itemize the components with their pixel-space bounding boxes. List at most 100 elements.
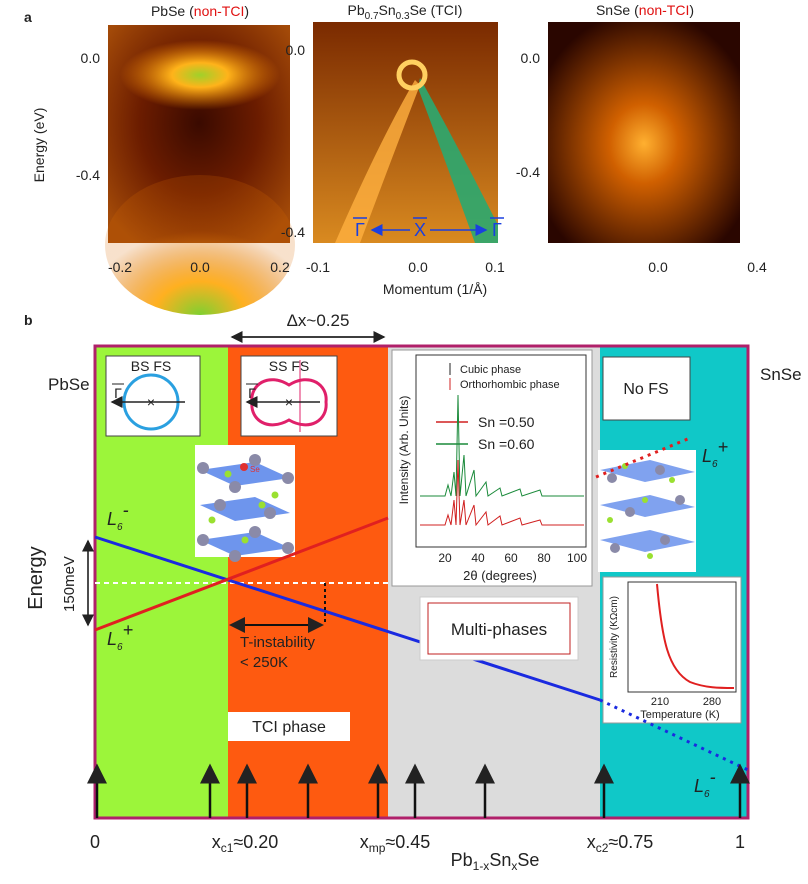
text-part: Sn xyxy=(379,2,396,18)
x-axis-label: Momentum (1/Å) xyxy=(383,281,487,297)
y-tick-label: 0.0 xyxy=(521,50,541,66)
k-point: Γ xyxy=(355,220,365,240)
k-point: Γ xyxy=(492,220,502,240)
energy-scale: 150meV xyxy=(61,556,78,612)
band-label: L6- xyxy=(694,767,716,800)
text-part: L xyxy=(694,776,704,796)
inset-label: BS FS xyxy=(131,358,171,374)
y-tick-label: -0.4 xyxy=(281,224,305,240)
x-tick-label: 0.0 xyxy=(648,259,668,275)
panel-label: a xyxy=(24,9,32,25)
axis-label: Temperature (K) xyxy=(640,709,719,721)
annotation: < 250K xyxy=(240,654,288,671)
band-label: L6+ xyxy=(702,437,728,470)
text-part: 6 xyxy=(117,522,123,533)
text-part: Pb xyxy=(348,2,365,18)
x-tick-label: -0.2 xyxy=(108,259,132,275)
compound-label: SnSe xyxy=(760,365,802,384)
text-part: x xyxy=(587,832,596,852)
x-tick-label: 1 xyxy=(735,832,745,852)
k-point: Γ xyxy=(114,385,122,401)
band-line xyxy=(94,516,389,632)
annotation: T-instability xyxy=(240,634,316,651)
text-part: - xyxy=(123,500,129,520)
tick-label: 20 xyxy=(438,551,452,565)
label-box xyxy=(419,596,579,661)
image-title: PbSe (non-TCI) xyxy=(151,3,249,19)
text-part: x xyxy=(212,832,221,852)
text-part: Se (TCI) xyxy=(410,2,463,18)
text-part: non-TCI xyxy=(639,2,690,18)
center-mark: × xyxy=(147,394,155,410)
x-tick-label: xmp≈0.45 xyxy=(360,832,431,855)
x-tick-label: 0.2 xyxy=(270,259,290,275)
text-part: SnSe ( xyxy=(596,2,639,18)
text-part: 1-x xyxy=(473,859,490,873)
text-part: PbSe ( xyxy=(151,3,194,19)
x-axis-title: Pb1-xSnxSe xyxy=(451,850,540,873)
tick-label: 80 xyxy=(537,551,551,565)
inset xyxy=(602,356,691,421)
axis-label: 2θ (degrees) xyxy=(463,568,537,583)
x-tick-label: xc1≈0.20 xyxy=(212,832,279,855)
x-tick-label: 0.0 xyxy=(190,259,210,275)
text-part: x xyxy=(360,832,369,852)
text-part: Sn xyxy=(489,850,511,870)
band-line xyxy=(94,535,601,702)
x-tick-label: 0.1 xyxy=(485,259,505,275)
x-tick-label: 0.0 xyxy=(408,259,428,275)
band-feature xyxy=(418,78,498,243)
fermi-surface xyxy=(250,378,328,427)
text-part: 6 xyxy=(712,459,718,470)
band-label: L6+ xyxy=(107,620,133,653)
text-part: ) xyxy=(244,3,249,19)
axis-label: Energy xyxy=(25,546,47,609)
tick-label: 60 xyxy=(504,551,518,565)
text-part: mp xyxy=(369,841,386,855)
text-part: ≈0.20 xyxy=(233,832,278,852)
text-part: non-TCI xyxy=(194,3,245,19)
x-tick-label: -0.1 xyxy=(306,259,330,275)
delta-x: Δx~0.25 xyxy=(287,311,350,330)
band-feature xyxy=(105,175,295,315)
text-part: + xyxy=(123,620,134,640)
panel-label: b xyxy=(24,312,33,328)
image-title: SnSe (non-TCI) xyxy=(596,2,694,18)
tick-label: 210 xyxy=(651,696,669,708)
text-part: Se xyxy=(517,850,539,870)
y-tick-label: -0.4 xyxy=(516,164,540,180)
k-point: X xyxy=(414,220,426,240)
x-tick-label: xc2≈0.75 xyxy=(587,832,654,855)
legend-label: Sn =0.60 xyxy=(478,436,535,452)
text-part: + xyxy=(718,437,729,457)
crystal-structure: Se xyxy=(195,445,295,562)
x-tick-label: 0.4 xyxy=(747,259,767,275)
arpes-image xyxy=(548,22,740,243)
text-part: 0.3 xyxy=(396,11,410,22)
phase-label: Multi-phases xyxy=(451,620,547,639)
text-part: ≈0.75 xyxy=(608,832,653,852)
text-part: c2 xyxy=(596,841,609,855)
image-title: Pb0.7Sn0.3Se (TCI) xyxy=(348,2,463,22)
tick-label: 100 xyxy=(567,551,587,565)
text-part: Pb xyxy=(451,850,473,870)
phase-label: TCI phase xyxy=(252,719,326,736)
atom-label: Se xyxy=(250,465,260,474)
legend-label: Orthorhombic phase xyxy=(460,379,560,391)
band-line xyxy=(595,436,691,479)
inset-label: No FS xyxy=(623,381,668,398)
text-part: L xyxy=(107,629,117,649)
resistivity-inset: Resistivity (KΩcm) 210 280 Temperature (… xyxy=(602,576,742,724)
x-tick-label: 0 xyxy=(90,832,100,852)
label-box xyxy=(427,602,571,655)
band-feature xyxy=(335,80,420,243)
xrd-inset: Cubic phase Orthorhombic phase Sn =0.50 … xyxy=(391,349,593,587)
sample-arrows xyxy=(87,763,750,818)
axis-label: Resistivity (KΩcm) xyxy=(609,596,620,678)
y-tick-label: -0.4 xyxy=(76,167,100,183)
label-box xyxy=(228,712,350,741)
inset-label: SS FS xyxy=(269,358,309,374)
text-part: - xyxy=(710,767,716,787)
text-part: ) xyxy=(689,2,694,18)
band-label: L6- xyxy=(107,500,129,533)
